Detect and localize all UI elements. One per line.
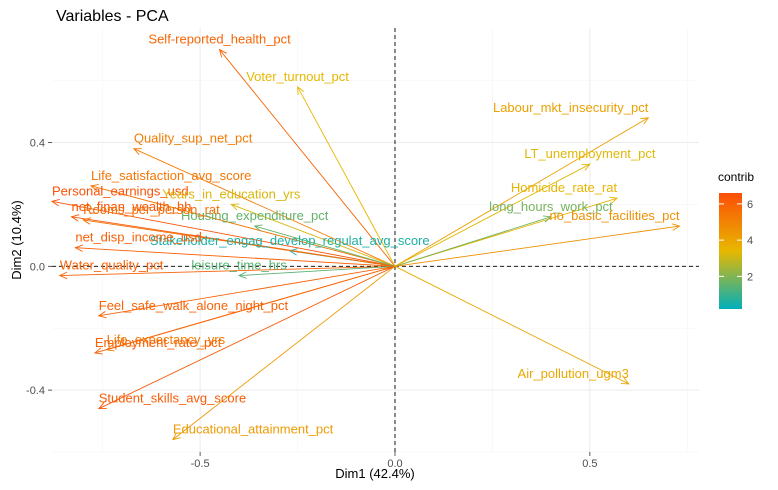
var-label-net_finan_wealth_hh: net_finan_wealth_hh bbox=[71, 199, 191, 214]
arrowhead-Homicide_rate_rat bbox=[609, 196, 619, 204]
arrowhead-long_hours_work_pct bbox=[542, 215, 552, 223]
var-label-Years_in_education_yrs: Years_in_education_yrs bbox=[162, 186, 301, 201]
arrow-Self-reported_health_pct bbox=[219, 49, 396, 267]
arrow-Labour_mkt_insecurity_pct bbox=[394, 117, 649, 267]
var-label-no_basic_facilities_pct: no_basic_facilities_pct bbox=[549, 208, 679, 223]
var-label-Water_quality_pct: Water_quality_pct bbox=[60, 258, 164, 273]
chart-title: Variables - PCA bbox=[56, 8, 169, 25]
var-label-Personal_earnings_usd: Personal_earnings_usd bbox=[52, 183, 189, 198]
y-axis-title: Dim2 (10.4%) bbox=[9, 200, 24, 279]
arrow-Feel_safe_walk_alone_night_pct bbox=[98, 265, 396, 317]
arrowhead-Student_skills_avg_score bbox=[97, 402, 107, 410]
legend: contrib 2 4 6 bbox=[718, 170, 754, 309]
arrowhead-Rooms_per_person_rat bbox=[82, 217, 92, 225]
arrowhead-Air_pollution_ugm3 bbox=[620, 377, 630, 385]
arrowhead-Educational_attainment_pct bbox=[171, 432, 181, 441]
arrow-Employment_rate_pct bbox=[94, 265, 396, 354]
var-label-Life_satisfaction_avg_score: Life_satisfaction_avg_score bbox=[91, 168, 251, 183]
arrow-Quality_sup_net_pct bbox=[133, 148, 396, 267]
arrow-Voter_turnout_pct bbox=[297, 86, 396, 267]
var-label-Voter_turnout_pct: Voter_turnout_pct bbox=[246, 69, 349, 84]
plot-panel bbox=[52, 28, 699, 452]
variable-arrows bbox=[50, 48, 681, 441]
var-label-Educational_attainment_pct: Educational_attainment_pct bbox=[173, 422, 334, 437]
var-label-Stakeholder_engag_develop_regulat_avg_score: Stakeholder_engag_develop_regulat_avg_sc… bbox=[150, 233, 430, 248]
var-label-Labour_mkt_insecurity_pct: Labour_mkt_insecurity_pct bbox=[493, 100, 649, 115]
arrowhead-Self-reported_health_pct bbox=[218, 48, 227, 58]
arrow-long_hours_work_pct bbox=[394, 216, 552, 267]
legend-colorbar bbox=[719, 193, 742, 309]
arrowhead-LT_unemployment_pct bbox=[581, 163, 591, 171]
arrowhead-net_disp_income_usd bbox=[74, 244, 84, 252]
arrowhead-Employment_rate_pct bbox=[93, 347, 103, 355]
var-label-Life_expectancy_yrs: Life_expectancy_yrs bbox=[107, 332, 226, 347]
x-axis-ticks: -0.5 0.0 0.5 bbox=[191, 452, 598, 470]
x-tick-label: 0.0 bbox=[387, 458, 402, 470]
arrowhead-leisure_time_hrs bbox=[237, 271, 247, 279]
y-tick-label: -0.4 bbox=[26, 385, 45, 397]
var-label-leisure_time_hrs: leisure_time_hrs bbox=[191, 258, 287, 273]
arrow-Life_satisfaction_avg_score bbox=[90, 185, 396, 267]
x-tick-label: -0.5 bbox=[191, 458, 210, 470]
legend-ticks: 2 4 6 bbox=[719, 199, 753, 283]
var-label-Self-reported_health_pct: Self-reported_health_pct bbox=[148, 32, 291, 47]
arrowhead-Labour_mkt_insecurity_pct bbox=[640, 117, 650, 125]
arrowhead-Water_quality_pct bbox=[58, 271, 68, 280]
arrow-leisure_time_hrs bbox=[239, 265, 396, 277]
x-axis-title: Dim1 (42.4%) bbox=[335, 466, 414, 481]
y-tick-label: 0.0 bbox=[30, 261, 45, 273]
arrow-Educational_attainment_pct bbox=[172, 265, 396, 440]
arrowhead-Housing_expenditure_pct bbox=[253, 224, 263, 232]
var-label-Air_pollution_ugm3: Air_pollution_ugm3 bbox=[518, 366, 629, 381]
arrowhead-Voter_turnout_pct bbox=[297, 85, 305, 95]
arrow-Air_pollution_ugm3 bbox=[394, 265, 630, 385]
arrowhead-Feel_safe_walk_alone_night_pct bbox=[97, 311, 107, 319]
var-label-long_hours_work_pct: long_hours_work_pct bbox=[489, 199, 613, 214]
var-label-Rooms_per_person_rat: Rooms_per_person_rat bbox=[83, 202, 220, 217]
minor-gridlines bbox=[52, 28, 699, 453]
arrow-no_basic_facilities_pct bbox=[394, 225, 680, 267]
var-label-LT_unemployment_pct: LT_unemployment_pct bbox=[524, 146, 656, 161]
arrowhead-Quality_sup_net_pct bbox=[132, 148, 142, 155]
x-tick-label: 0.5 bbox=[582, 458, 597, 470]
arrow-Personal_earnings_usd bbox=[51, 200, 396, 267]
legend-tick-label: 2 bbox=[747, 271, 753, 283]
legend-title: contrib bbox=[718, 170, 754, 184]
arrow-Years_in_education_yrs bbox=[231, 203, 396, 267]
arrowhead-Years_in_education_yrs bbox=[230, 203, 240, 211]
arrow-Housing_expenditure_pct bbox=[254, 225, 396, 267]
var-label-Employment_rate_pct: Employment_rate_pct bbox=[95, 335, 222, 350]
arrowhead-net_finan_wealth_hh bbox=[70, 214, 80, 222]
arrowhead-Life_satisfaction_avg_score bbox=[89, 184, 99, 192]
var-label-Homicide_rate_rat: Homicide_rate_rat bbox=[511, 180, 618, 195]
var-label-net_disp_income_usd: net_disp_income_usd bbox=[75, 230, 201, 245]
var-label-Quality_sup_net_pct: Quality_sup_net_pct bbox=[134, 131, 253, 146]
arrow-Student_skills_avg_score bbox=[98, 265, 396, 410]
arrow-Rooms_per_person_rat bbox=[83, 219, 396, 267]
arrow-Water_quality_pct bbox=[59, 265, 396, 277]
var-label-Housing_expenditure_pct: Housing_expenditure_pct bbox=[181, 208, 329, 223]
y-tick-label: 0.4 bbox=[30, 138, 45, 150]
reference-lines bbox=[52, 28, 699, 452]
arrow-net_disp_income_usd bbox=[75, 247, 396, 267]
var-label-Student_skills_avg_score: Student_skills_avg_score bbox=[99, 391, 246, 406]
legend-tick-label: 4 bbox=[747, 235, 753, 247]
arrowhead-no_basic_facilities_pct bbox=[671, 223, 681, 231]
legend-tick-label: 6 bbox=[747, 199, 753, 211]
var-label-Feel_safe_walk_alone_night_pct: Feel_safe_walk_alone_night_pct bbox=[99, 298, 289, 313]
y-axis-ticks: -0.4 0.0 0.4 bbox=[26, 138, 52, 397]
arrow-LT_unemployment_pct bbox=[394, 163, 591, 267]
variable-labels: Self-reported_health_pct Voter_turnout_pc… bbox=[52, 32, 680, 437]
arrowhead-Personal_earnings_usd bbox=[50, 199, 60, 207]
